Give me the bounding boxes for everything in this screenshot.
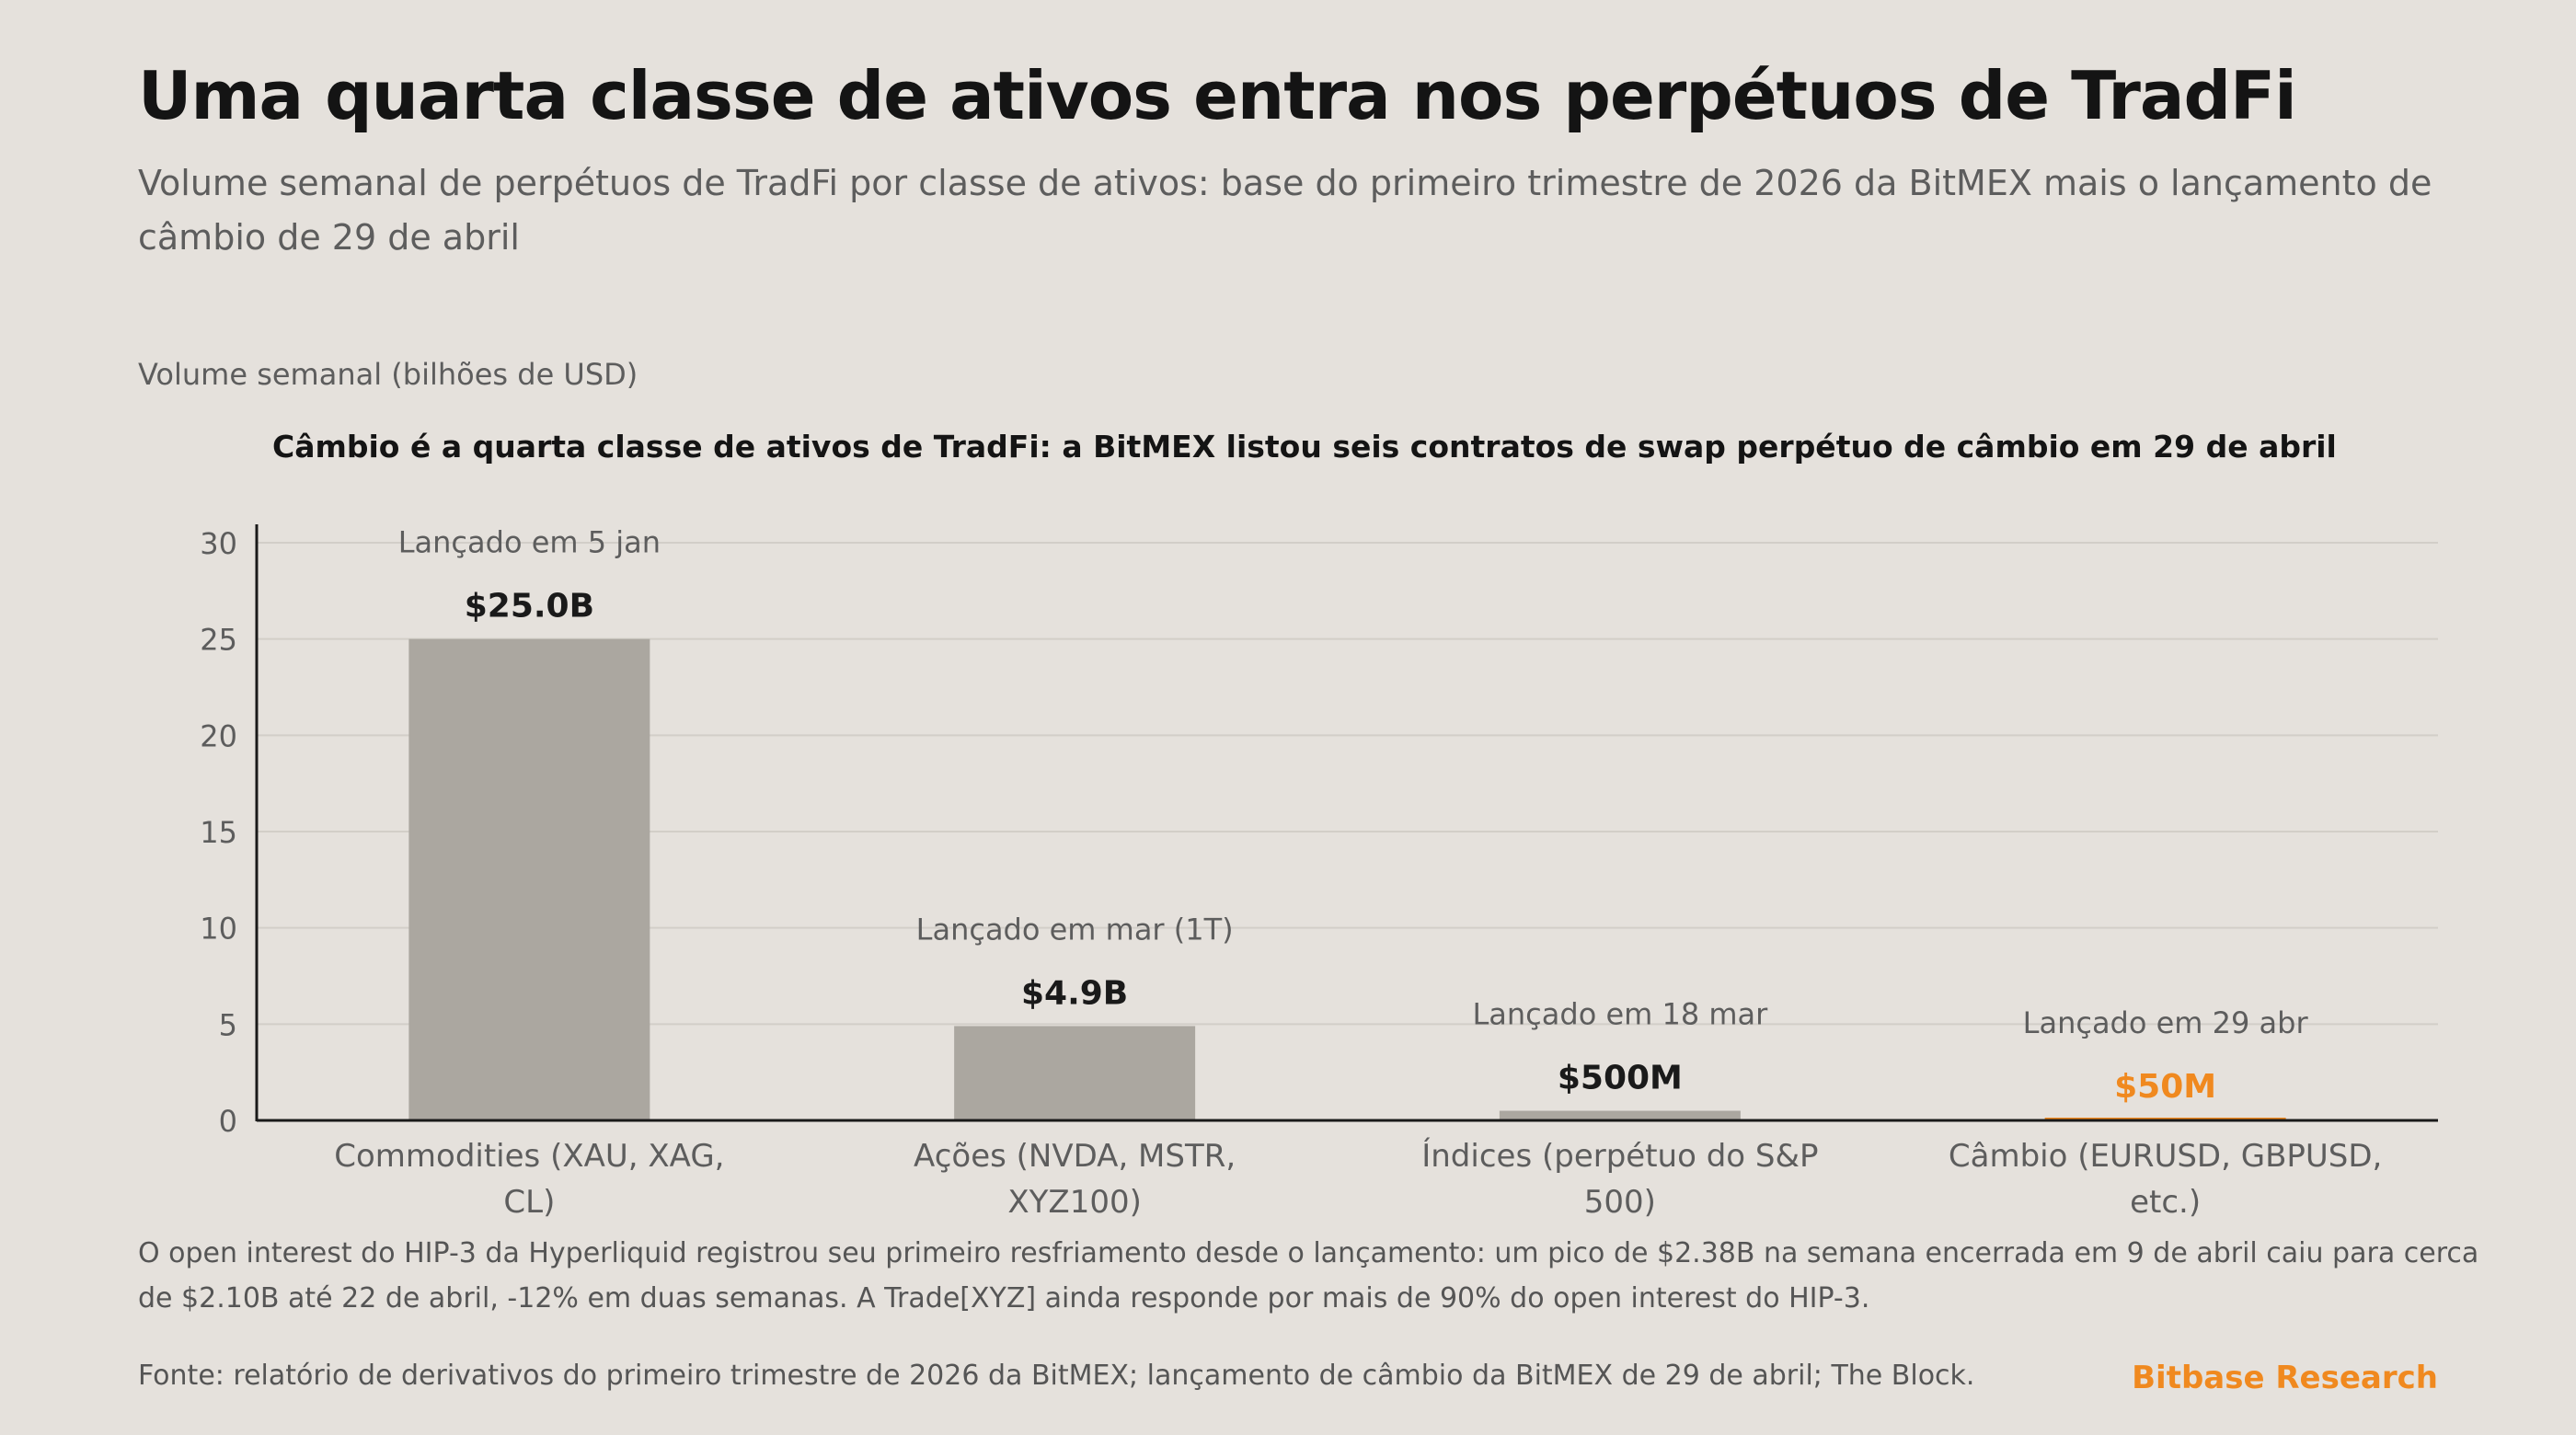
bar-annotation: Lançado em mar (1T) (916, 912, 1234, 947)
y-tick-label: 20 (200, 718, 237, 753)
y-tick-label: 30 (200, 526, 237, 561)
brand-label: Bitbase Research (2132, 1360, 2438, 1396)
data-label: $25.0B (465, 588, 594, 626)
x-tick-label: 500) (1584, 1184, 1656, 1221)
bar (954, 1026, 1196, 1120)
y-tick-label: 25 (200, 623, 237, 658)
page-subtitle: Volume semanal de perpétuos de TradFi po… (138, 163, 2432, 258)
bar-labels: $25.0B Lançado em 5 jan Commodities (XAU, … (334, 525, 2382, 1221)
x-tick-label: Câmbio (EURUSD, GBPUSD, (1949, 1138, 2382, 1175)
x-tick-label: etc.) (2130, 1184, 2201, 1221)
y-tick-label: 0 (219, 1104, 237, 1139)
bar-annotation: Lançado em 29 abr (2023, 1005, 2309, 1040)
bar-annotation: Lançado em 5 jan (398, 525, 661, 560)
x-tick-label: Ações (NVDA, MSTR, (914, 1138, 1236, 1175)
bars (408, 638, 2286, 1120)
y-tick-label: 10 (200, 912, 237, 947)
x-tick-label: CL) (503, 1184, 555, 1221)
bar (408, 638, 650, 1120)
y-tick-label: 15 (200, 815, 237, 850)
page-title: Uma quarta classe de ativos entra nos pe… (138, 57, 2297, 134)
x-tick-label: Índices (perpétuo do S&P (1421, 1137, 1818, 1175)
data-label: $50M (2114, 1068, 2216, 1106)
bar-annotation: Lançado em 18 mar (1472, 997, 1768, 1032)
data-label: $4.9B (1021, 974, 1128, 1012)
y-tick-labels: 0 5 10 15 20 25 30 (200, 526, 237, 1139)
data-label: $500M (1558, 1060, 1683, 1097)
x-tick-label: XYZ100) (1007, 1184, 1142, 1221)
footnote: O open interest do HIP-3 da Hyperliquid … (138, 1237, 2479, 1314)
y-tick-label: 5 (219, 1007, 237, 1042)
source-note: Fonte: relatório de derivativos do prime… (138, 1360, 1975, 1392)
chart-title: Câmbio é a quarta classe de ativos de Tr… (272, 429, 2337, 465)
bar (1499, 1110, 1741, 1120)
x-tick-label: Commodities (XAU, XAG, (334, 1138, 724, 1175)
y-axis-label: Volume semanal (bilhões de USD) (138, 357, 638, 392)
